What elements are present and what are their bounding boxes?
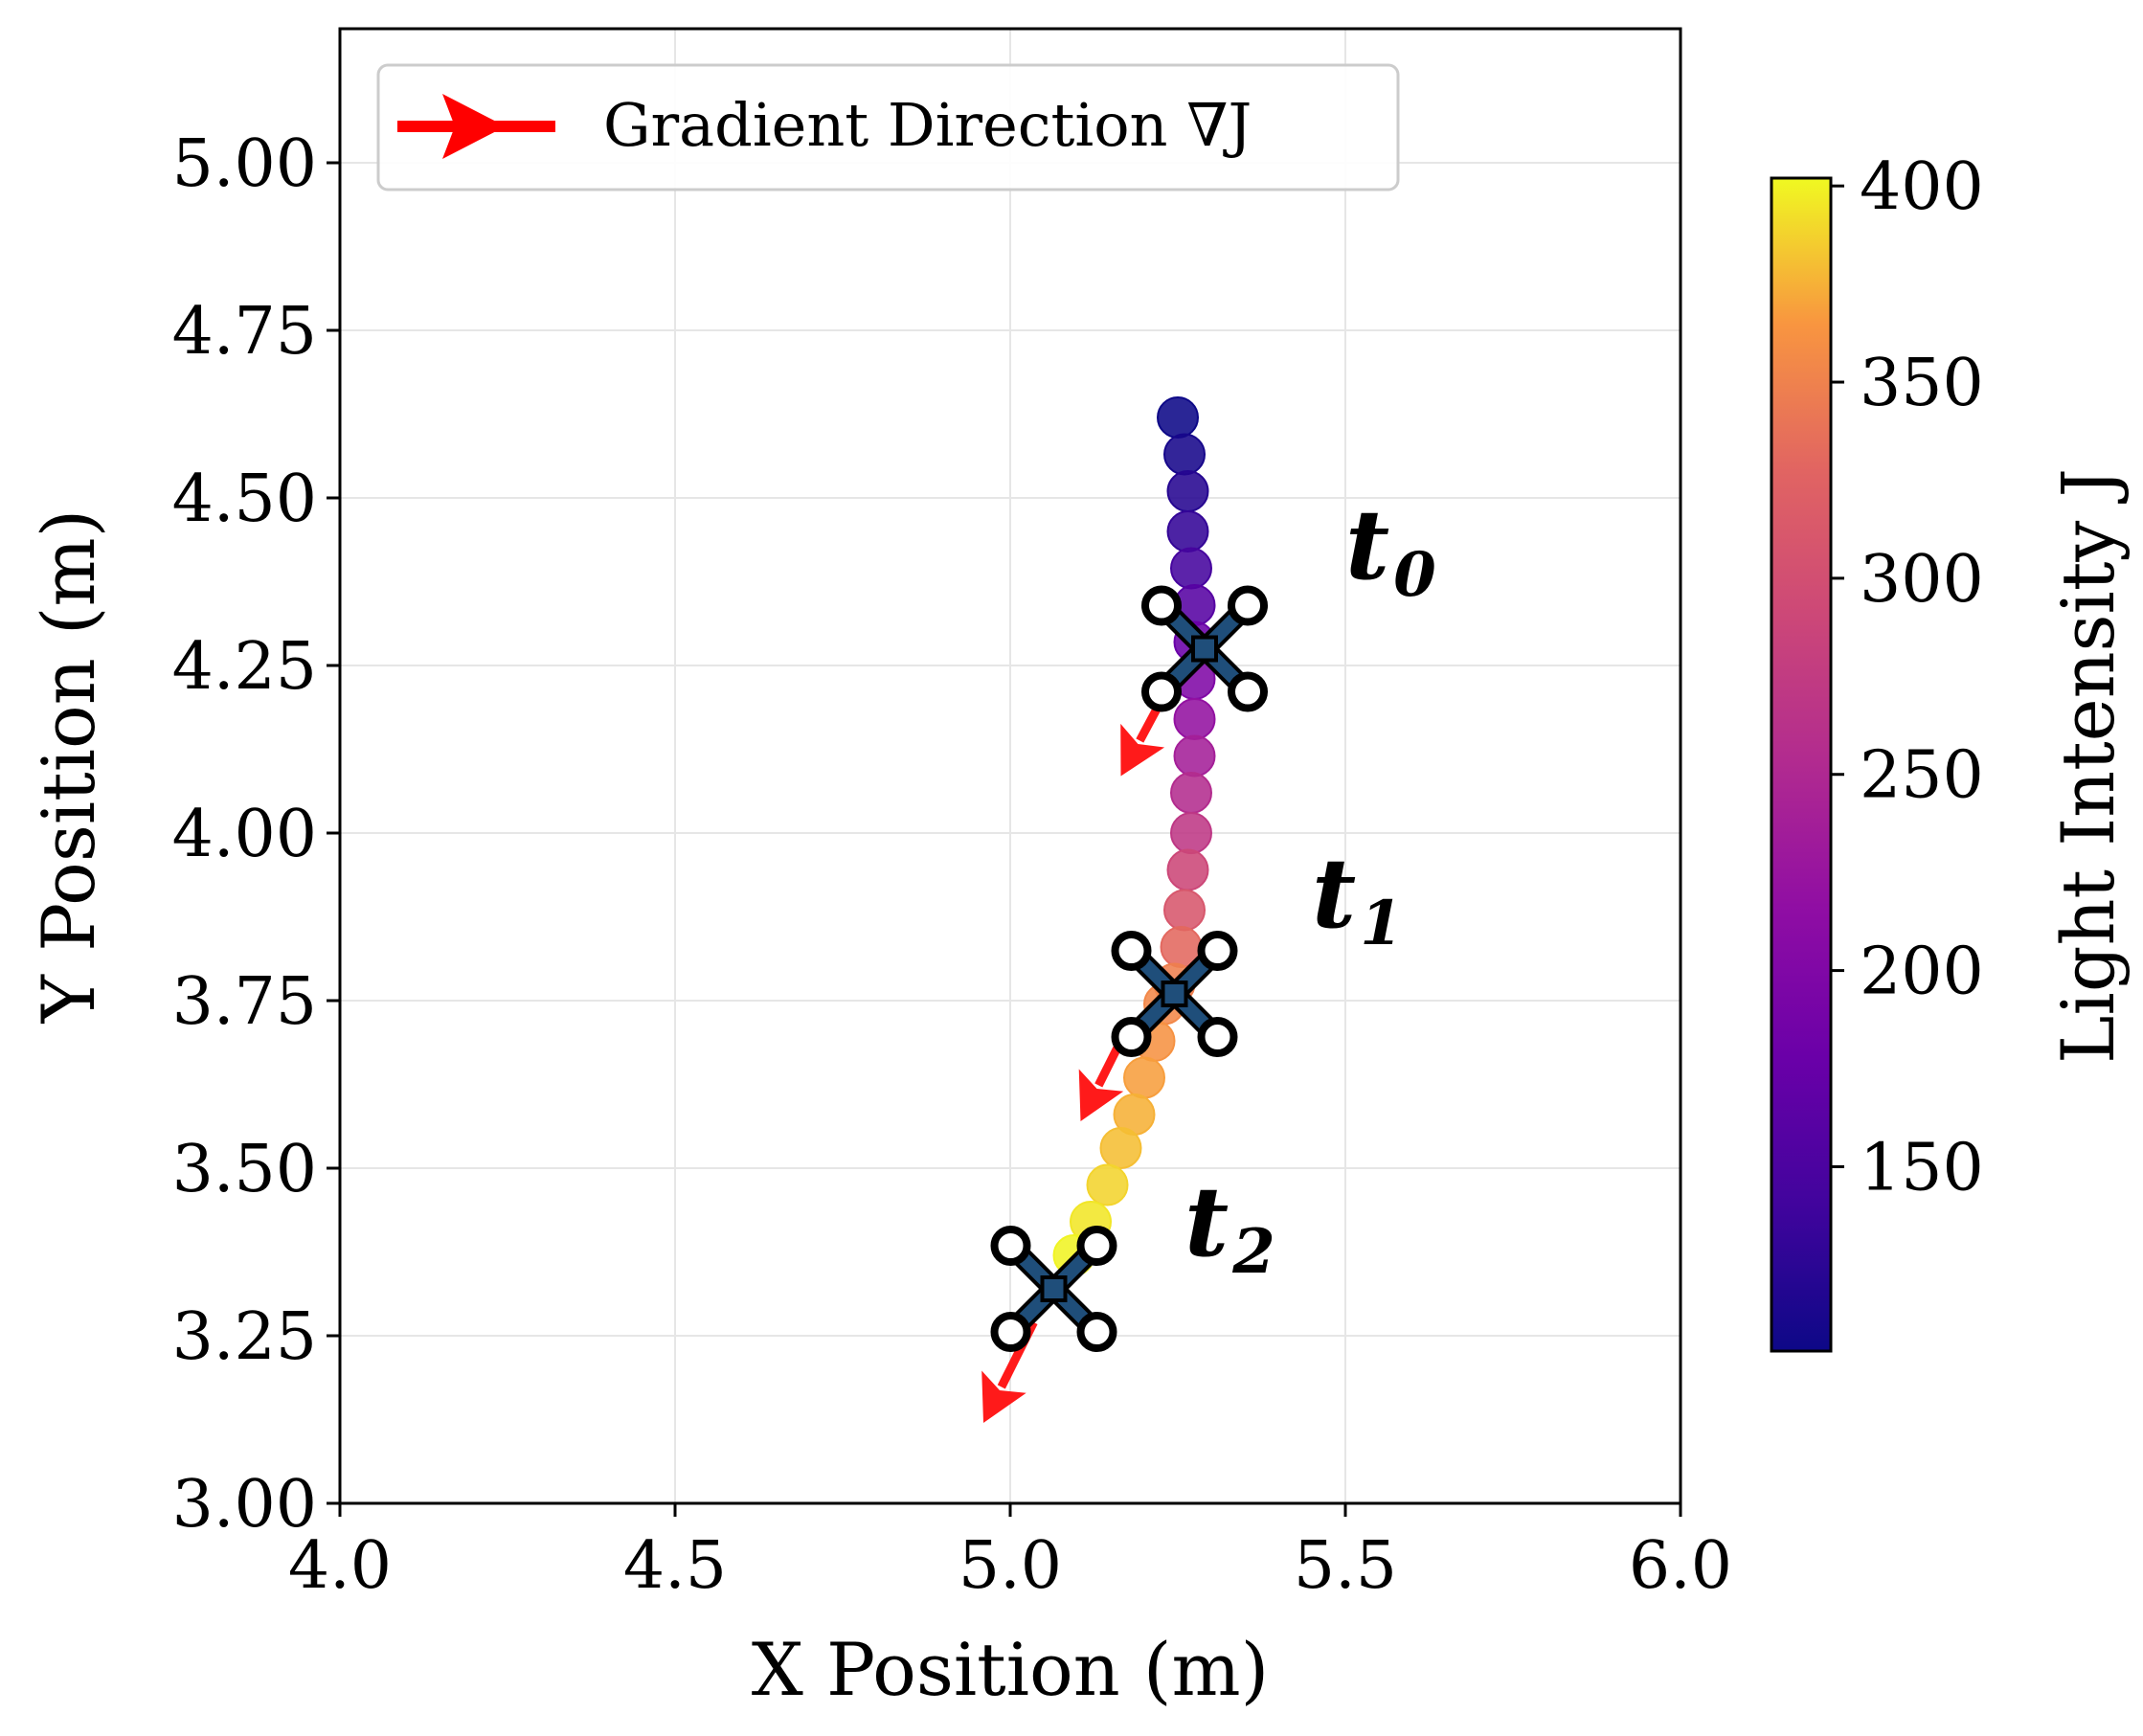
drone-rotor — [1076, 1312, 1117, 1352]
time-label: t1 — [1312, 837, 1403, 959]
drone-marker — [990, 1226, 1117, 1352]
legend-box — [376, 63, 1400, 192]
trajectory-point — [1157, 396, 1199, 439]
drone-body — [1191, 635, 1218, 663]
trajectory-point — [1086, 1163, 1129, 1206]
gradient-arrow-head — [1078, 1069, 1124, 1121]
y-tick-label: 5.00 — [172, 126, 317, 202]
colorbar-label: Light Intensity J — [2045, 468, 2131, 1064]
x-tick-label: 6.0 — [1629, 1528, 1732, 1604]
trajectory-point — [1163, 889, 1206, 932]
x-axis-title: X Position (m) — [752, 1627, 1269, 1712]
drone-marker — [1141, 585, 1268, 712]
y-tick-label: 3.75 — [172, 964, 317, 1040]
trajectory-point — [1170, 547, 1212, 590]
drone-rotor — [1076, 1226, 1117, 1266]
colorbar-gradient — [1770, 176, 1833, 1353]
trajectory — [1052, 396, 1216, 1276]
y-tick-label: 4.00 — [172, 797, 317, 872]
trajectory-point — [1166, 510, 1209, 552]
colorbar: 150 200 250 300 350 400 Light Intensity J — [1770, 149, 2131, 1353]
drone-rotor — [1197, 931, 1238, 971]
x-tick-label: 4.0 — [288, 1528, 392, 1604]
y-tick-label: 3.50 — [172, 1132, 317, 1207]
trajectory-point — [1170, 772, 1212, 814]
drone-rotor — [1197, 1017, 1238, 1057]
y-tick-label: 3.25 — [172, 1299, 317, 1375]
y-axis-title: Y Position (m) — [26, 509, 111, 1025]
x-tick-label: 4.5 — [623, 1528, 727, 1604]
colorbar-tick-label: 250 — [1860, 738, 1984, 814]
y-tick-label: 4.75 — [172, 294, 317, 370]
x-tick-label: 5.0 — [959, 1528, 1062, 1604]
drone-rotor — [1228, 585, 1268, 626]
trajectory-point — [1163, 433, 1206, 476]
drone-rotor — [990, 1226, 1031, 1266]
drone-rotor — [1111, 931, 1152, 971]
axis-ticks: 4.0 4.5 5.0 5.5 6.0 3.00 3.25 3.50 3.75 4.00 4.25 4… — [172, 126, 1732, 1604]
trajectory-point — [1166, 470, 1209, 512]
time-label: t2 — [1184, 1165, 1275, 1288]
colorbar-tick-label: 150 — [1860, 1130, 1984, 1206]
drone-body — [1161, 981, 1188, 1007]
trajectory-point — [1173, 734, 1216, 778]
colorbar-tick-label: 200 — [1860, 935, 1984, 1010]
gradient-arrows — [981, 680, 1175, 1423]
trajectory-point — [1123, 1056, 1165, 1099]
y-tick-label: 3.00 — [172, 1467, 317, 1543]
drone-rotor — [1228, 671, 1268, 712]
y-tick-label: 4.25 — [172, 629, 317, 705]
y-tick-label: 4.50 — [172, 462, 317, 537]
trajectory-point — [1099, 1127, 1142, 1169]
drone-rotor — [1111, 1017, 1152, 1057]
gradient-arrow-head — [1120, 723, 1165, 777]
time-label: t0 — [1345, 488, 1436, 611]
drone-rotor — [1141, 671, 1182, 712]
trajectory-point — [1170, 812, 1212, 854]
colorbar-ticks: 150 200 250 300 350 400 — [1831, 149, 1984, 1206]
legend: Gradient Direction ∇J — [376, 63, 1400, 192]
drone-body — [1040, 1275, 1068, 1302]
drones — [990, 585, 1268, 1352]
time-label-subscript: 1 — [1360, 888, 1403, 959]
gradient-arrow-head — [981, 1370, 1026, 1423]
legend-arrow-head — [442, 94, 506, 159]
colorbar-tick-label: 350 — [1860, 346, 1984, 421]
time-label-subscript: 0 — [1393, 539, 1436, 611]
trajectory-point — [1173, 698, 1216, 740]
colorbar-tick-label: 300 — [1860, 542, 1984, 618]
grid — [339, 29, 1681, 1504]
drone-marker — [1111, 931, 1238, 1057]
colorbar-tick-label: 400 — [1860, 149, 1984, 225]
x-tick-label: 5.5 — [1294, 1528, 1397, 1604]
drone-rotor — [1141, 585, 1182, 626]
time-label-subscript: 2 — [1231, 1216, 1275, 1288]
trajectory-point — [1166, 848, 1209, 891]
legend-label: Gradient Direction ∇J — [603, 90, 1252, 160]
drone-rotor — [990, 1312, 1031, 1352]
